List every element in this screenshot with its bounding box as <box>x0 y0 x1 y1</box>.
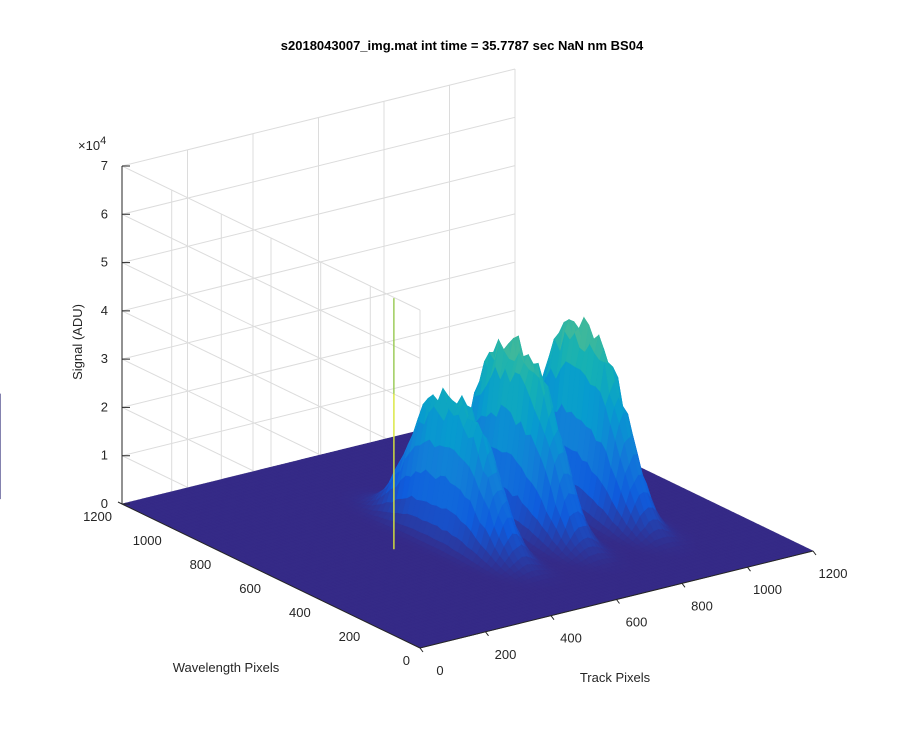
surface <box>121 316 814 649</box>
